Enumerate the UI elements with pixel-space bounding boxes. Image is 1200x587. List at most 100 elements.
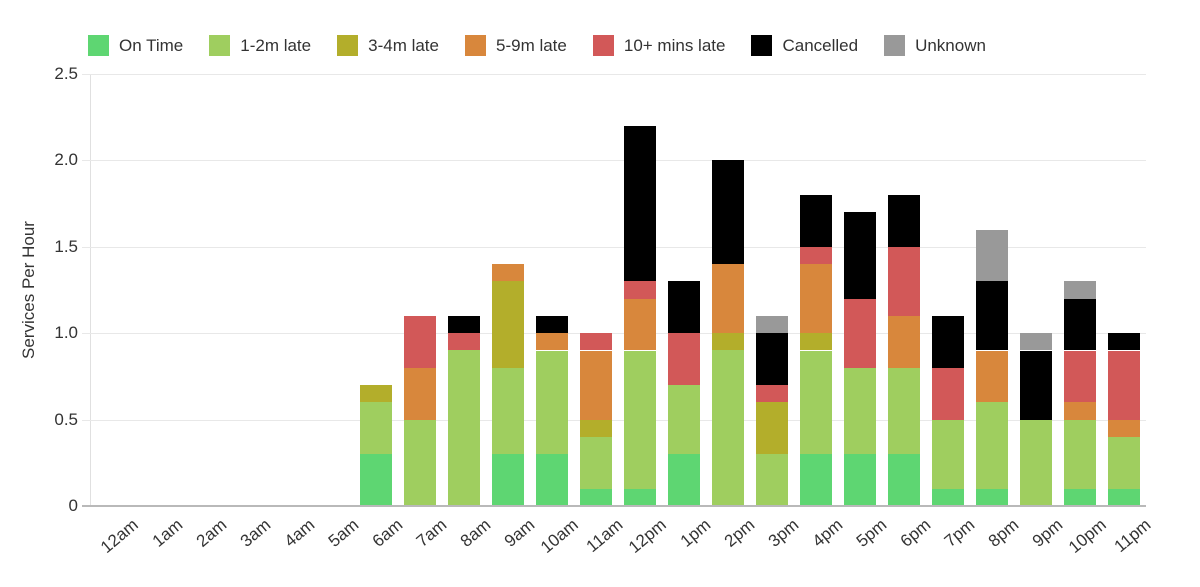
segment-10am-1-2m-late[interactable] xyxy=(536,350,568,455)
segment-11pm-5-9m-late[interactable] xyxy=(1108,419,1140,437)
segment-9pm-cancelled[interactable] xyxy=(1020,350,1052,420)
segment-4pm-5-9m-late[interactable] xyxy=(800,264,832,334)
segment-2pm-3-4m-late[interactable] xyxy=(712,333,744,351)
segment-6am-on-time[interactable] xyxy=(360,454,392,506)
segment-10pm-1-2m-late[interactable] xyxy=(1064,419,1096,489)
segment-7pm-10-mins-late[interactable] xyxy=(932,367,964,420)
segment-5pm-1-2m-late[interactable] xyxy=(844,367,876,455)
segment-12pm-on-time[interactable] xyxy=(624,488,656,506)
segment-2pm-1-2m-late[interactable] xyxy=(712,350,744,506)
segment-8pm-cancelled[interactable] xyxy=(976,281,1008,351)
segment-6pm-5-9m-late[interactable] xyxy=(888,315,920,368)
segment-8am-1-2m-late[interactable] xyxy=(448,350,480,506)
segment-3pm-1-2m-late[interactable] xyxy=(756,454,788,506)
segment-5pm-10-mins-late[interactable] xyxy=(844,298,876,368)
segment-10pm-5-9m-late[interactable] xyxy=(1064,402,1096,420)
segment-8pm-unknown[interactable] xyxy=(976,229,1008,282)
segment-12pm-1-2m-late[interactable] xyxy=(624,350,656,489)
x-tick-label-12pm: 12pm xyxy=(625,515,671,557)
legend-item-3-4m-late[interactable]: 3-4m late xyxy=(337,35,439,56)
segment-9am-1-2m-late[interactable] xyxy=(492,367,524,455)
segment-10am-cancelled[interactable] xyxy=(536,315,568,334)
legend-item-unknown[interactable]: Unknown xyxy=(884,35,986,56)
segment-8pm-5-9m-late[interactable] xyxy=(976,350,1008,403)
segment-7am-10-mins-late[interactable] xyxy=(404,315,436,368)
segment-3pm-3-4m-late[interactable] xyxy=(756,402,788,455)
segment-11am-on-time[interactable] xyxy=(580,488,612,506)
segment-11pm-1-2m-late[interactable] xyxy=(1108,436,1140,489)
segment-4pm-3-4m-late[interactable] xyxy=(800,333,832,351)
segment-3pm-cancelled[interactable] xyxy=(756,333,788,386)
segment-10am-5-9m-late[interactable] xyxy=(536,333,568,351)
legend-item-on-time[interactable]: On Time xyxy=(88,35,183,56)
legend-item-1-2m-late[interactable]: 1-2m late xyxy=(209,35,311,56)
segment-6pm-10-mins-late[interactable] xyxy=(888,246,920,316)
segment-7am-5-9m-late[interactable] xyxy=(404,367,436,420)
segment-8pm-1-2m-late[interactable] xyxy=(976,402,1008,489)
segment-6pm-cancelled[interactable] xyxy=(888,194,920,247)
segment-10pm-10-mins-late[interactable] xyxy=(1064,350,1096,403)
bar-1am xyxy=(140,74,172,506)
legend-item-cancelled[interactable]: Cancelled xyxy=(751,35,858,56)
segment-12pm-cancelled[interactable] xyxy=(624,125,656,282)
bar-3pm xyxy=(756,74,788,506)
segment-4pm-10-mins-late[interactable] xyxy=(800,246,832,265)
segment-10pm-on-time[interactable] xyxy=(1064,488,1096,506)
segment-7pm-on-time[interactable] xyxy=(932,488,964,506)
legend-label: Cancelled xyxy=(782,36,859,55)
segment-10am-on-time[interactable] xyxy=(536,454,568,506)
segment-8am-10-mins-late[interactable] xyxy=(448,333,480,351)
segment-3pm-10-mins-late[interactable] xyxy=(756,385,788,403)
y-gridline xyxy=(82,246,1146,248)
y-tick-label: 2.5 xyxy=(54,64,78,83)
segment-4pm-1-2m-late[interactable] xyxy=(800,350,832,455)
segment-11am-5-9m-late[interactable] xyxy=(580,350,612,420)
segment-11am-1-2m-late[interactable] xyxy=(580,436,612,489)
segment-11pm-on-time[interactable] xyxy=(1108,488,1140,506)
segment-9am-5-9m-late[interactable] xyxy=(492,264,524,282)
bar-10am xyxy=(536,74,568,506)
segment-1pm-1-2m-late[interactable] xyxy=(668,385,700,455)
segment-5pm-cancelled[interactable] xyxy=(844,212,876,299)
segment-7pm-1-2m-late[interactable] xyxy=(932,419,964,489)
segment-5pm-on-time[interactable] xyxy=(844,454,876,506)
segment-12pm-10-mins-late[interactable] xyxy=(624,281,656,299)
segment-4pm-on-time[interactable] xyxy=(800,454,832,506)
bar-4pm xyxy=(800,74,832,506)
segment-1pm-on-time[interactable] xyxy=(668,454,700,506)
segment-6pm-on-time[interactable] xyxy=(888,454,920,506)
segment-11am-10-mins-late[interactable] xyxy=(580,333,612,351)
segment-11pm-10-mins-late[interactable] xyxy=(1108,350,1140,420)
segment-4pm-cancelled[interactable] xyxy=(800,194,832,247)
segment-8pm-on-time[interactable] xyxy=(976,488,1008,506)
legend-item-5-9m-late[interactable]: 5-9m late xyxy=(465,35,567,56)
legend-item-10-mins-late[interactable]: 10+ mins late xyxy=(592,35,725,56)
segment-9pm-unknown[interactable] xyxy=(1020,333,1052,351)
bar-8pm xyxy=(976,74,1008,506)
segment-6am-3-4m-late[interactable] xyxy=(360,385,392,403)
x-tick-label-10pm: 10pm xyxy=(1065,515,1111,557)
y-axis-line xyxy=(90,74,91,506)
segment-7am-1-2m-late[interactable] xyxy=(404,419,436,506)
segment-7pm-cancelled[interactable] xyxy=(932,315,964,368)
segment-10pm-cancelled[interactable] xyxy=(1064,298,1096,351)
segment-10pm-unknown[interactable] xyxy=(1064,281,1096,299)
segment-6am-1-2m-late[interactable] xyxy=(360,402,392,455)
segment-9pm-1-2m-late[interactable] xyxy=(1020,419,1052,506)
y-gridline xyxy=(82,160,1146,162)
legend-label: On Time xyxy=(119,36,184,55)
segment-3pm-unknown[interactable] xyxy=(756,315,788,334)
segment-9am-on-time[interactable] xyxy=(492,454,524,506)
segment-2pm-cancelled[interactable] xyxy=(712,160,744,265)
segment-12pm-5-9m-late[interactable] xyxy=(624,298,656,351)
y-gridline xyxy=(82,333,1146,335)
segment-9am-3-4m-late[interactable] xyxy=(492,281,524,368)
segment-1pm-cancelled[interactable] xyxy=(668,281,700,334)
legend-swatch-cancelled xyxy=(751,35,773,56)
segment-6pm-1-2m-late[interactable] xyxy=(888,367,920,455)
segment-11pm-cancelled[interactable] xyxy=(1108,333,1140,351)
segment-1pm-10-mins-late[interactable] xyxy=(668,333,700,386)
segment-2pm-5-9m-late[interactable] xyxy=(712,264,744,334)
segment-11am-3-4m-late[interactable] xyxy=(580,419,612,437)
segment-8am-cancelled[interactable] xyxy=(448,315,480,334)
